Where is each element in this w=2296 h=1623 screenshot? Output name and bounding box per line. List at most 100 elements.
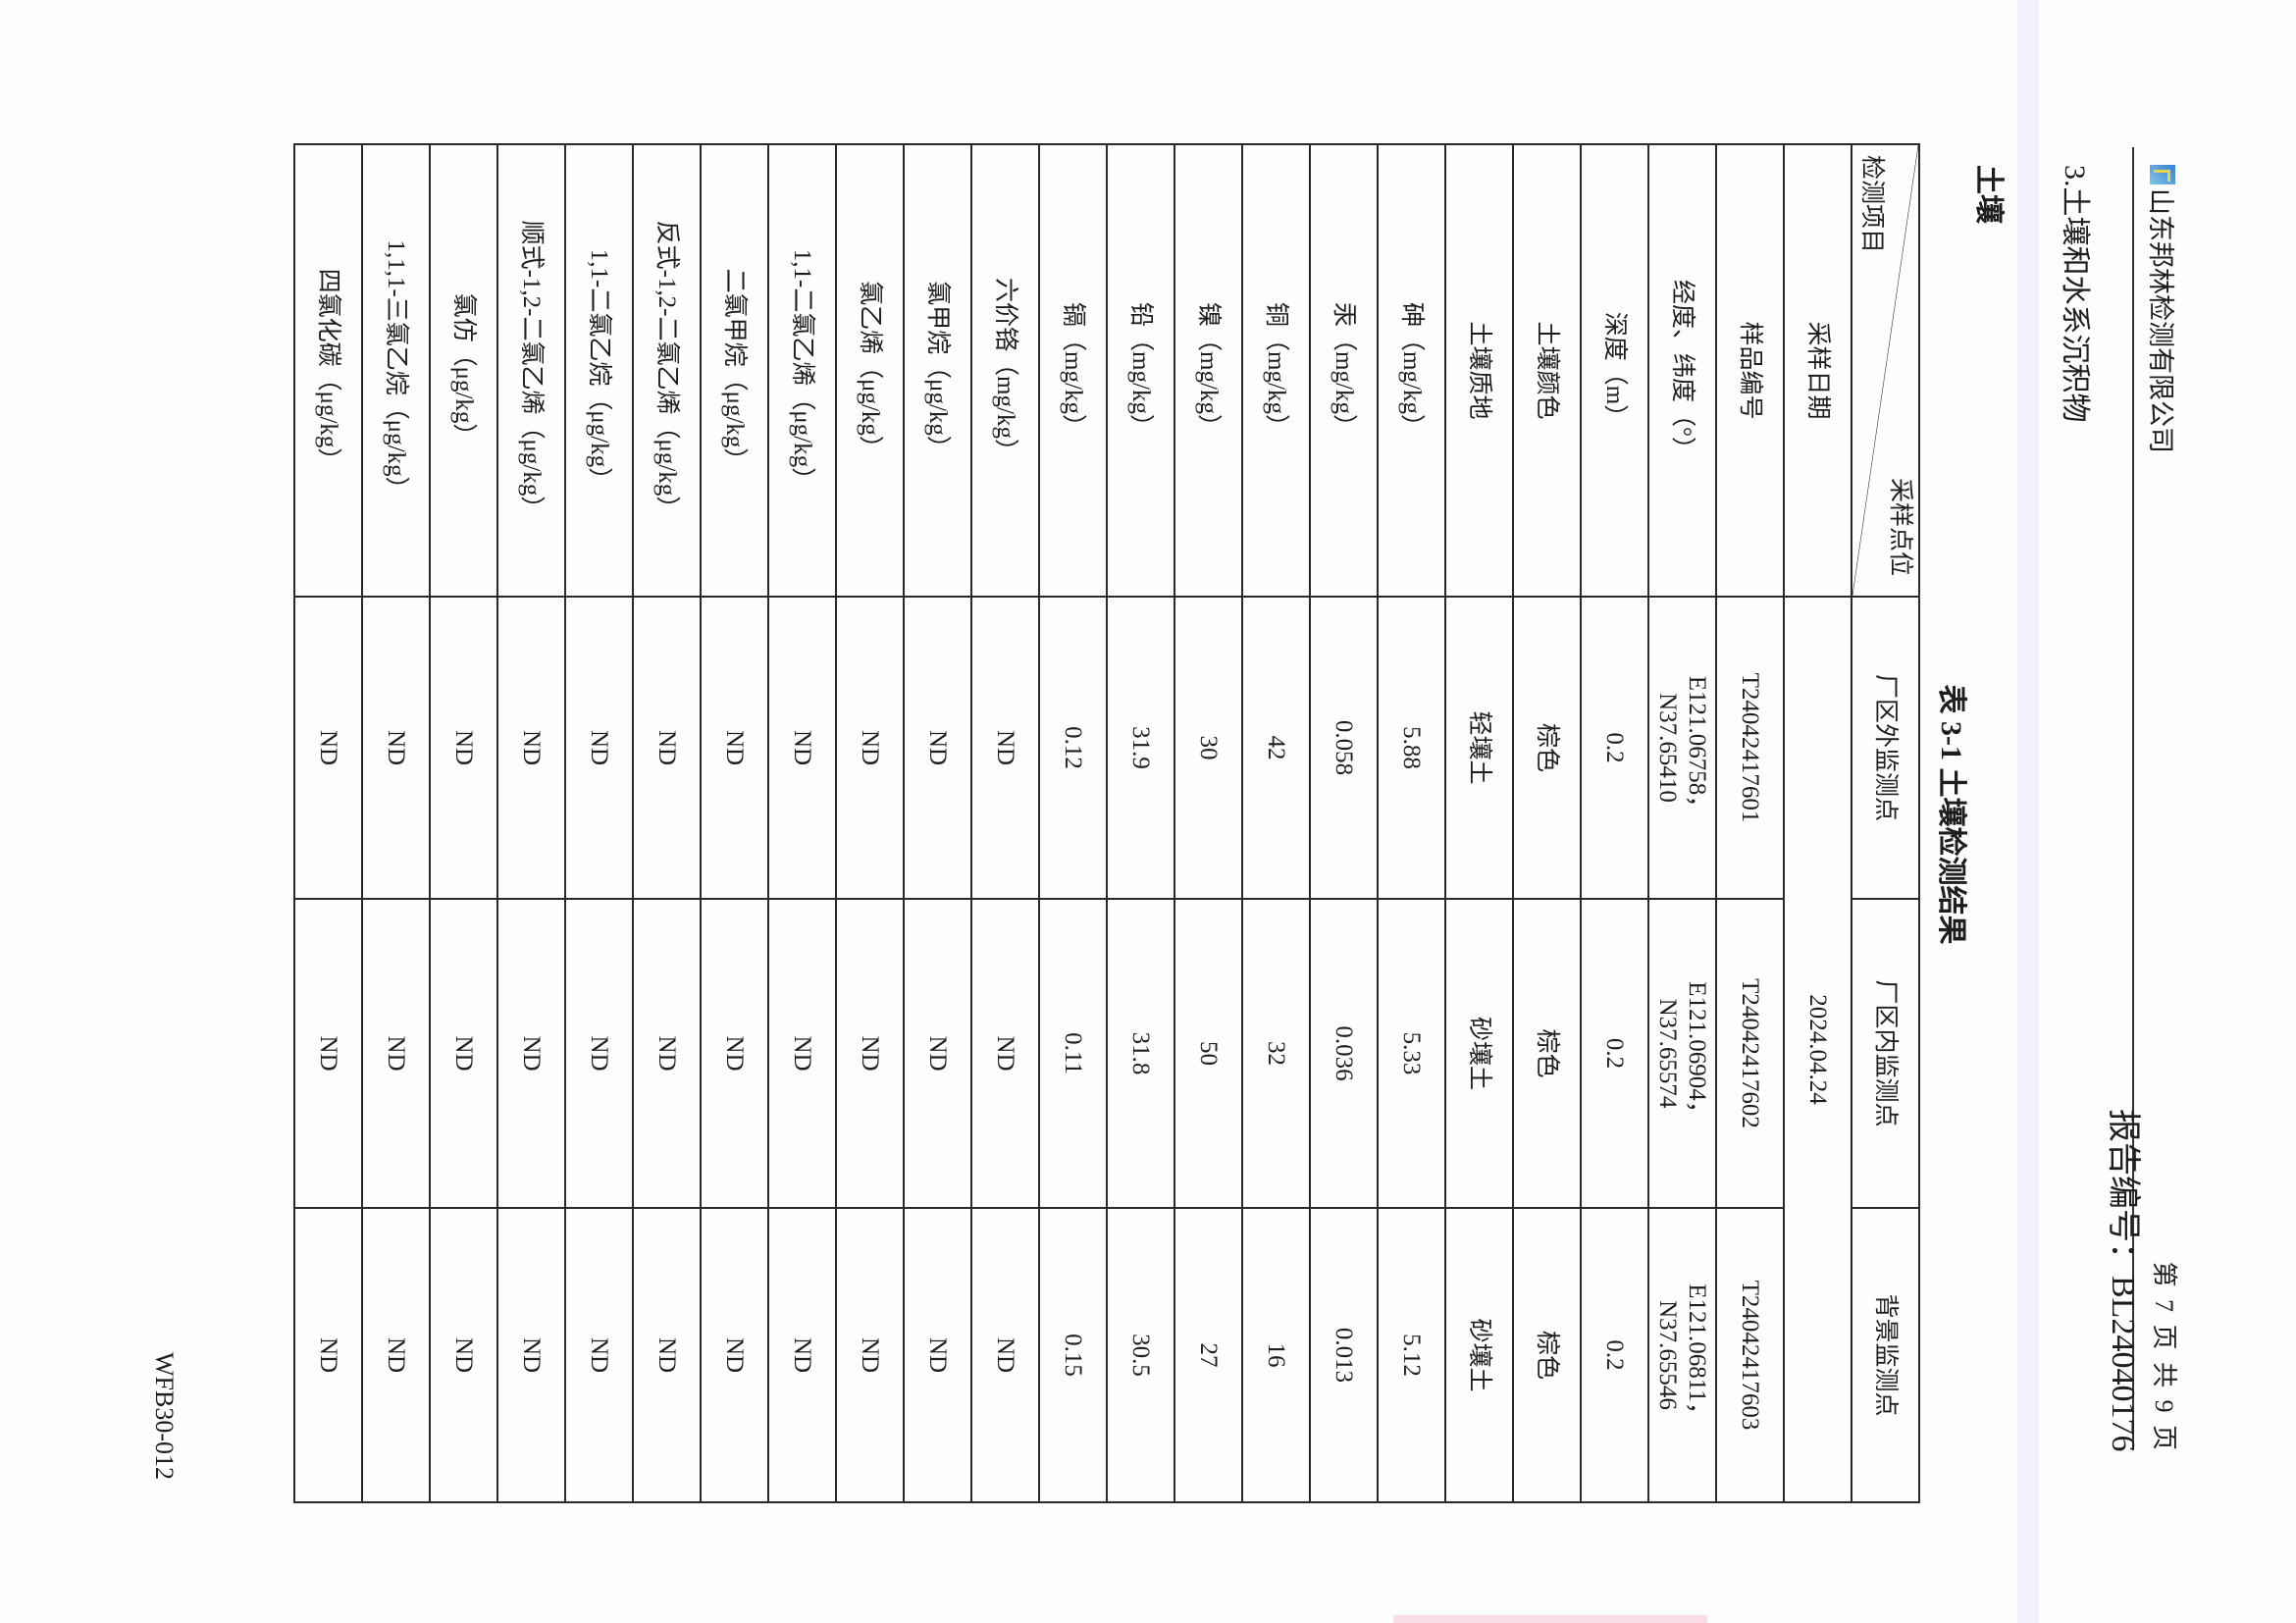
row-label: 四氯化碳（μg/kg） [294, 144, 362, 597]
table-cell: E121.06811， N37.65546 [1648, 1208, 1716, 1502]
table-row: 镉（mg/kg） 0.12 0.11 0.15 [1039, 144, 1107, 1502]
table-cell: ND [430, 597, 497, 899]
table-cell: ND [768, 899, 836, 1208]
table-row: 铜（mg/kg） 42 32 16 [1242, 144, 1310, 1502]
table-header-row: 采样点位 检测项目 厂区外监测点 厂区内监测点 背景监测点 [1852, 144, 1919, 1502]
table-cell: 0.2 [1581, 1208, 1648, 1502]
table-row: 汞（mg/kg） 0.058 0.036 0.013 [1310, 144, 1378, 1502]
row-label: 六价铬（mg/kg） [971, 144, 1039, 597]
subsection-title: 土壤 [1972, 165, 2005, 224]
column-header: 厂区内监测点 [1852, 899, 1919, 1208]
company-logo-icon [2150, 165, 2176, 184]
row-label: 汞（mg/kg） [1310, 144, 1378, 597]
table-cell: ND [904, 597, 971, 899]
column-header: 背景监测点 [1852, 1208, 1919, 1502]
row-label: 氯仿（μg/kg） [430, 144, 497, 597]
table-cell: ND [971, 597, 1039, 899]
table-row: 四氯化碳（μg/kg） ND ND ND [294, 144, 362, 1502]
company-name: 山东邦林检测有限公司 [2146, 188, 2175, 453]
row-label: 镍（mg/kg） [1174, 144, 1242, 597]
table-cell: 0.2 [1581, 597, 1648, 899]
table-cell: 棕色 [1513, 899, 1581, 1208]
table-cell: 5.12 [1378, 1208, 1445, 1502]
table-row: 氯乙烯（μg/kg） ND ND ND [836, 144, 904, 1502]
table-cell: ND [633, 899, 701, 1208]
table-row: 反式-1,2-二氯乙烯（μg/kg） ND ND ND [633, 144, 701, 1502]
table-row: 1,1-二氯乙烯（μg/kg） ND ND ND [768, 144, 836, 1502]
company-header: 山东邦林检测有限公司 [2144, 165, 2182, 453]
table-cell: 50 [1174, 899, 1242, 1208]
table-cell: ND [497, 597, 565, 899]
stamp-mark [1393, 1615, 1707, 1623]
table-row: 样品编号 T24042417601 T24042417602 T24042417603 [1716, 144, 1784, 1502]
cell-line: E121.06811， [1684, 1283, 1711, 1427]
table-cell: T24042417601 [1716, 597, 1784, 899]
table-cell: ND [904, 899, 971, 1208]
table-cell: ND [362, 899, 430, 1208]
row-label: 氯甲烷（μg/kg） [904, 144, 971, 597]
date-row: 采样日期 2024.04.24 [1784, 144, 1852, 1502]
row-label: 1,1-二氯乙烷（μg/kg） [565, 144, 633, 597]
table-row: 铅（mg/kg） 31.9 31.8 30.5 [1107, 144, 1174, 1502]
table-caption: 表 3-1 土壤检测结果 [1935, 684, 1967, 945]
cell-line: E121.06758， [1684, 675, 1711, 820]
table-cell: ND [565, 1208, 633, 1502]
sampling-date: 2024.04.24 [1784, 597, 1852, 1502]
soil-results-table: 采样点位 检测项目 厂区外监测点 厂区内监测点 背景监测点 采样日期 2024.… [293, 143, 1920, 1503]
table-cell: ND [430, 899, 497, 1208]
cell-line: N37.65574 [1654, 998, 1682, 1109]
table-cell: ND [362, 1208, 430, 1502]
table-cell: ND [701, 597, 768, 899]
table-cell: 0.013 [1310, 1208, 1378, 1502]
row-label: 1,1,1-三氯乙烷（μg/kg） [362, 144, 430, 597]
table-cell: 30 [1174, 597, 1242, 899]
table-cell: 0.036 [1310, 899, 1378, 1208]
corner-top-label: 采样点位 [1887, 477, 1913, 576]
row-label: 砷（mg/kg） [1378, 144, 1445, 597]
report-number: 报告编号：BL24040176 [2105, 1109, 2141, 1452]
table-cell: ND [294, 1208, 362, 1502]
row-label: 反式-1,2-二氯乙烯（μg/kg） [633, 144, 701, 597]
table-cell: ND [430, 1208, 497, 1502]
scan-band [2017, 0, 2039, 1623]
row-label: 铅（mg/kg） [1107, 144, 1174, 597]
table-cell: ND [565, 899, 633, 1208]
table-cell: E121.06904， N37.65574 [1648, 899, 1716, 1208]
table-cell: ND [362, 597, 430, 899]
table-cell: 0.15 [1039, 1208, 1107, 1502]
table-row: 1,1,1-三氯乙烷（μg/kg） ND ND ND [362, 144, 430, 1502]
table-cell: 5.33 [1378, 899, 1445, 1208]
section-title: 3.土壤和水系沉积物 [2059, 165, 2091, 423]
table-cell: ND [836, 597, 904, 899]
row-label: 二氯甲烷（μg/kg） [701, 144, 768, 597]
table-row: 顺式-1,2-二氯乙烯（μg/kg） ND ND ND [497, 144, 565, 1502]
table-cell: 砂壤土 [1445, 899, 1513, 1208]
table-row: 经度、纬度（°） E121.06758， N37.65410 E121.06904， N… [1648, 144, 1716, 1502]
table-cell: ND [904, 1208, 971, 1502]
table-cell: 棕色 [1513, 597, 1581, 899]
table-row: 砷（mg/kg） 5.88 5.33 5.12 [1378, 144, 1445, 1502]
table-cell: 棕色 [1513, 1208, 1581, 1502]
table-cell: T24042417602 [1716, 899, 1784, 1208]
diagonal-line [1852, 145, 1918, 596]
table-cell: 31.8 [1107, 899, 1174, 1208]
row-label: 顺式-1,2-二氯乙烯（μg/kg） [497, 144, 565, 597]
table-cell: ND [836, 899, 904, 1208]
row-label: 土壤颜色 [1513, 144, 1581, 597]
table-cell: ND [497, 899, 565, 1208]
row-label: 土壤质地 [1445, 144, 1513, 597]
table-row: 土壤颜色 棕色 棕色 棕色 [1513, 144, 1581, 1502]
table-cell: ND [701, 1208, 768, 1502]
row-label: 氯乙烯（μg/kg） [836, 144, 904, 597]
table-cell: 砂壤土 [1445, 1208, 1513, 1502]
table-cell: 0.058 [1310, 597, 1378, 899]
form-code: WFB30-012 [150, 1352, 179, 1480]
cell-line: E121.06904， [1684, 981, 1711, 1126]
table-cell: ND [768, 1208, 836, 1502]
table-row: 土壤质地 轻壤土 砂壤土 砂壤土 [1445, 144, 1513, 1502]
table-cell: ND [294, 597, 362, 899]
table-cell: 27 [1174, 1208, 1242, 1502]
table-cell: ND [633, 597, 701, 899]
table-row: 镍（mg/kg） 30 50 27 [1174, 144, 1242, 1502]
